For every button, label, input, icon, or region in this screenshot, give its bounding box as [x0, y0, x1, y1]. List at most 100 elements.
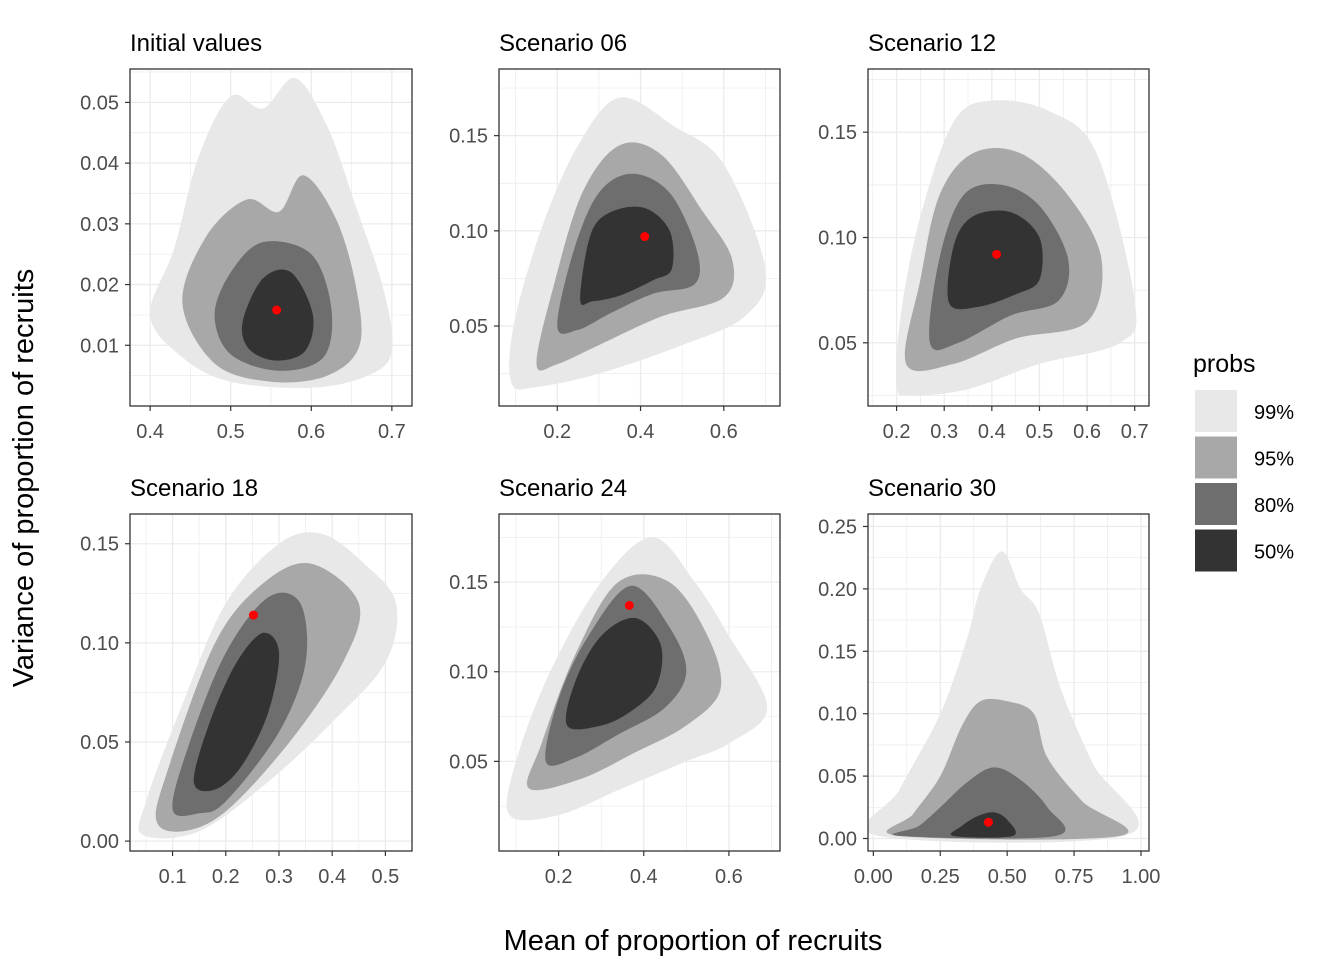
x-tick-label: 0.6: [715, 866, 743, 888]
panel-5: Scenario 24 0.2 0.4 0.6 0.05 0.10 0.15: [449, 475, 781, 888]
x-tick-label: 0.5: [371, 866, 399, 888]
y-tick-label: 0.05: [449, 316, 488, 338]
density-regions: [868, 551, 1139, 843]
density-region-80pct: [892, 767, 1066, 839]
x-tick-label: 0.7: [1121, 421, 1149, 443]
y-tick-label: 0.10: [449, 221, 488, 243]
x-tick-label: 0.2: [883, 421, 911, 443]
x-tick-label: 0.4: [627, 421, 655, 443]
reference-point: [640, 232, 650, 242]
legend-title: probs: [1193, 350, 1256, 378]
x-tick-label: 0.50: [988, 866, 1027, 888]
legend-item: 50%: [1195, 529, 1294, 572]
y-tick-label: 0.10: [449, 662, 488, 684]
panel-title: Scenario 18: [130, 475, 258, 502]
x-tick-label: 0.25: [921, 866, 960, 888]
density-region-99pct: [868, 551, 1139, 843]
density-region-50pct: [193, 632, 280, 792]
density-region-50pct: [565, 617, 663, 730]
density-regions: [509, 97, 767, 390]
density-region-50pct: [241, 269, 314, 361]
density-region-50pct: [947, 210, 1043, 310]
panel-border: [129, 513, 413, 852]
legend-label: 50%: [1254, 542, 1294, 564]
panel-border: [867, 513, 1150, 852]
x-tick-label: 0.4: [136, 421, 164, 443]
x-tick-label: 1.00: [1122, 866, 1161, 888]
y-tick-label: 0.05: [818, 766, 857, 788]
panel-4: Scenario 18 0.1 0.2 0.3 0.4 0.5 0.00 0.05 0.10 0.…: [80, 475, 413, 888]
reference-point: [624, 600, 634, 610]
legend-item: 95%: [1195, 436, 1294, 479]
x-tick-label: 0.3: [930, 421, 958, 443]
reference-point: [248, 610, 258, 620]
legend-item: 80%: [1195, 483, 1294, 525]
y-tick-label: 0.15: [80, 534, 119, 556]
y-tick-label: 0.10: [80, 633, 119, 655]
x-tick-label: 0.3: [265, 866, 293, 888]
x-tick-label: 0.75: [1055, 866, 1094, 888]
legend-label: 95%: [1254, 449, 1294, 471]
x-tick-label: 0.5: [217, 421, 245, 443]
x-tick-label: 0.2: [212, 866, 240, 888]
y-tick-label: 0.00: [818, 829, 857, 851]
facet-panels: Initial values 0.4 0.5 0.6 0.7 0.01 0.02 0.03 0.…: [80, 30, 1160, 888]
y-tick-label: 0.10: [818, 704, 857, 726]
legend-swatch: [1195, 529, 1237, 572]
y-tick-label: 0.05: [449, 751, 488, 773]
x-tick-label: 0.5: [1026, 421, 1054, 443]
panel-border: [129, 68, 413, 407]
legend-swatch: [1195, 483, 1237, 525]
legend: probs 99% 95% 80% 50%: [1193, 350, 1294, 572]
y-tick-label: 0.00: [80, 831, 119, 853]
reference-point: [992, 249, 1002, 259]
y-tick-label: 0.20: [818, 579, 857, 601]
y-tick-label: 0.15: [449, 572, 488, 594]
panel-1: Initial values 0.4 0.5 0.6 0.7 0.01 0.02 0.03 0.…: [80, 30, 413, 443]
density-regions: [150, 77, 393, 389]
panel-border: [498, 513, 781, 852]
x-tick-label: 0.2: [545, 866, 573, 888]
y-tick-label: 0.25: [818, 516, 857, 538]
panel-title: Scenario 06: [499, 30, 627, 57]
y-tick-label: 0.04: [80, 153, 119, 175]
panel-title: Scenario 24: [499, 475, 627, 502]
legend-items: 99% 95% 80% 50%: [1195, 390, 1294, 572]
x-tick-label: 0.6: [1073, 421, 1101, 443]
panel-title: Scenario 30: [868, 475, 996, 502]
x-tick-label: 0.4: [630, 866, 658, 888]
y-tick-label: 0.10: [818, 228, 857, 250]
legend-swatch: [1195, 390, 1237, 432]
y-tick-label: 0.02: [80, 275, 119, 297]
y-axis-title: Variance of proportion of recruits: [8, 269, 40, 688]
x-tick-label: 0.6: [297, 421, 325, 443]
legend-label: 99%: [1254, 402, 1294, 424]
x-tick-label: 0.1: [159, 866, 187, 888]
panel-6: Scenario 30 0.00 0.25 0.50 0.75 1.00 0.00 0.05 0…: [818, 475, 1160, 888]
density-regions: [896, 100, 1137, 396]
y-tick-label: 0.15: [818, 122, 857, 144]
x-tick-label: 0.6: [710, 421, 738, 443]
y-tick-label: 0.03: [80, 214, 119, 236]
y-tick-label: 0.05: [80, 732, 119, 754]
x-axis-title: Mean of proportion of recruits: [504, 925, 883, 957]
legend-item: 99%: [1195, 390, 1294, 432]
density-regions: [506, 537, 768, 821]
legend-label: 80%: [1254, 495, 1294, 517]
panel-3: Scenario 12 0.2 0.3 0.4 0.5 0.6 0.7 0.05 0.10 0.1…: [818, 30, 1150, 443]
legend-swatch: [1195, 436, 1237, 479]
density-region-50pct: [580, 206, 674, 306]
panel-2: Scenario 06 0.2 0.4 0.6 0.05 0.10 0.15: [449, 30, 781, 443]
panel-title: Initial values: [130, 30, 262, 57]
y-tick-label: 0.01: [80, 335, 119, 357]
density-regions: [138, 532, 398, 839]
y-tick-label: 0.05: [80, 92, 119, 114]
y-tick-label: 0.05: [818, 333, 857, 355]
panel-border: [498, 68, 781, 407]
x-tick-label: 0.4: [318, 866, 346, 888]
x-tick-label: 0.7: [378, 421, 406, 443]
x-tick-label: 0.00: [854, 866, 893, 888]
x-tick-label: 0.4: [978, 421, 1006, 443]
x-tick-label: 0.2: [543, 421, 571, 443]
